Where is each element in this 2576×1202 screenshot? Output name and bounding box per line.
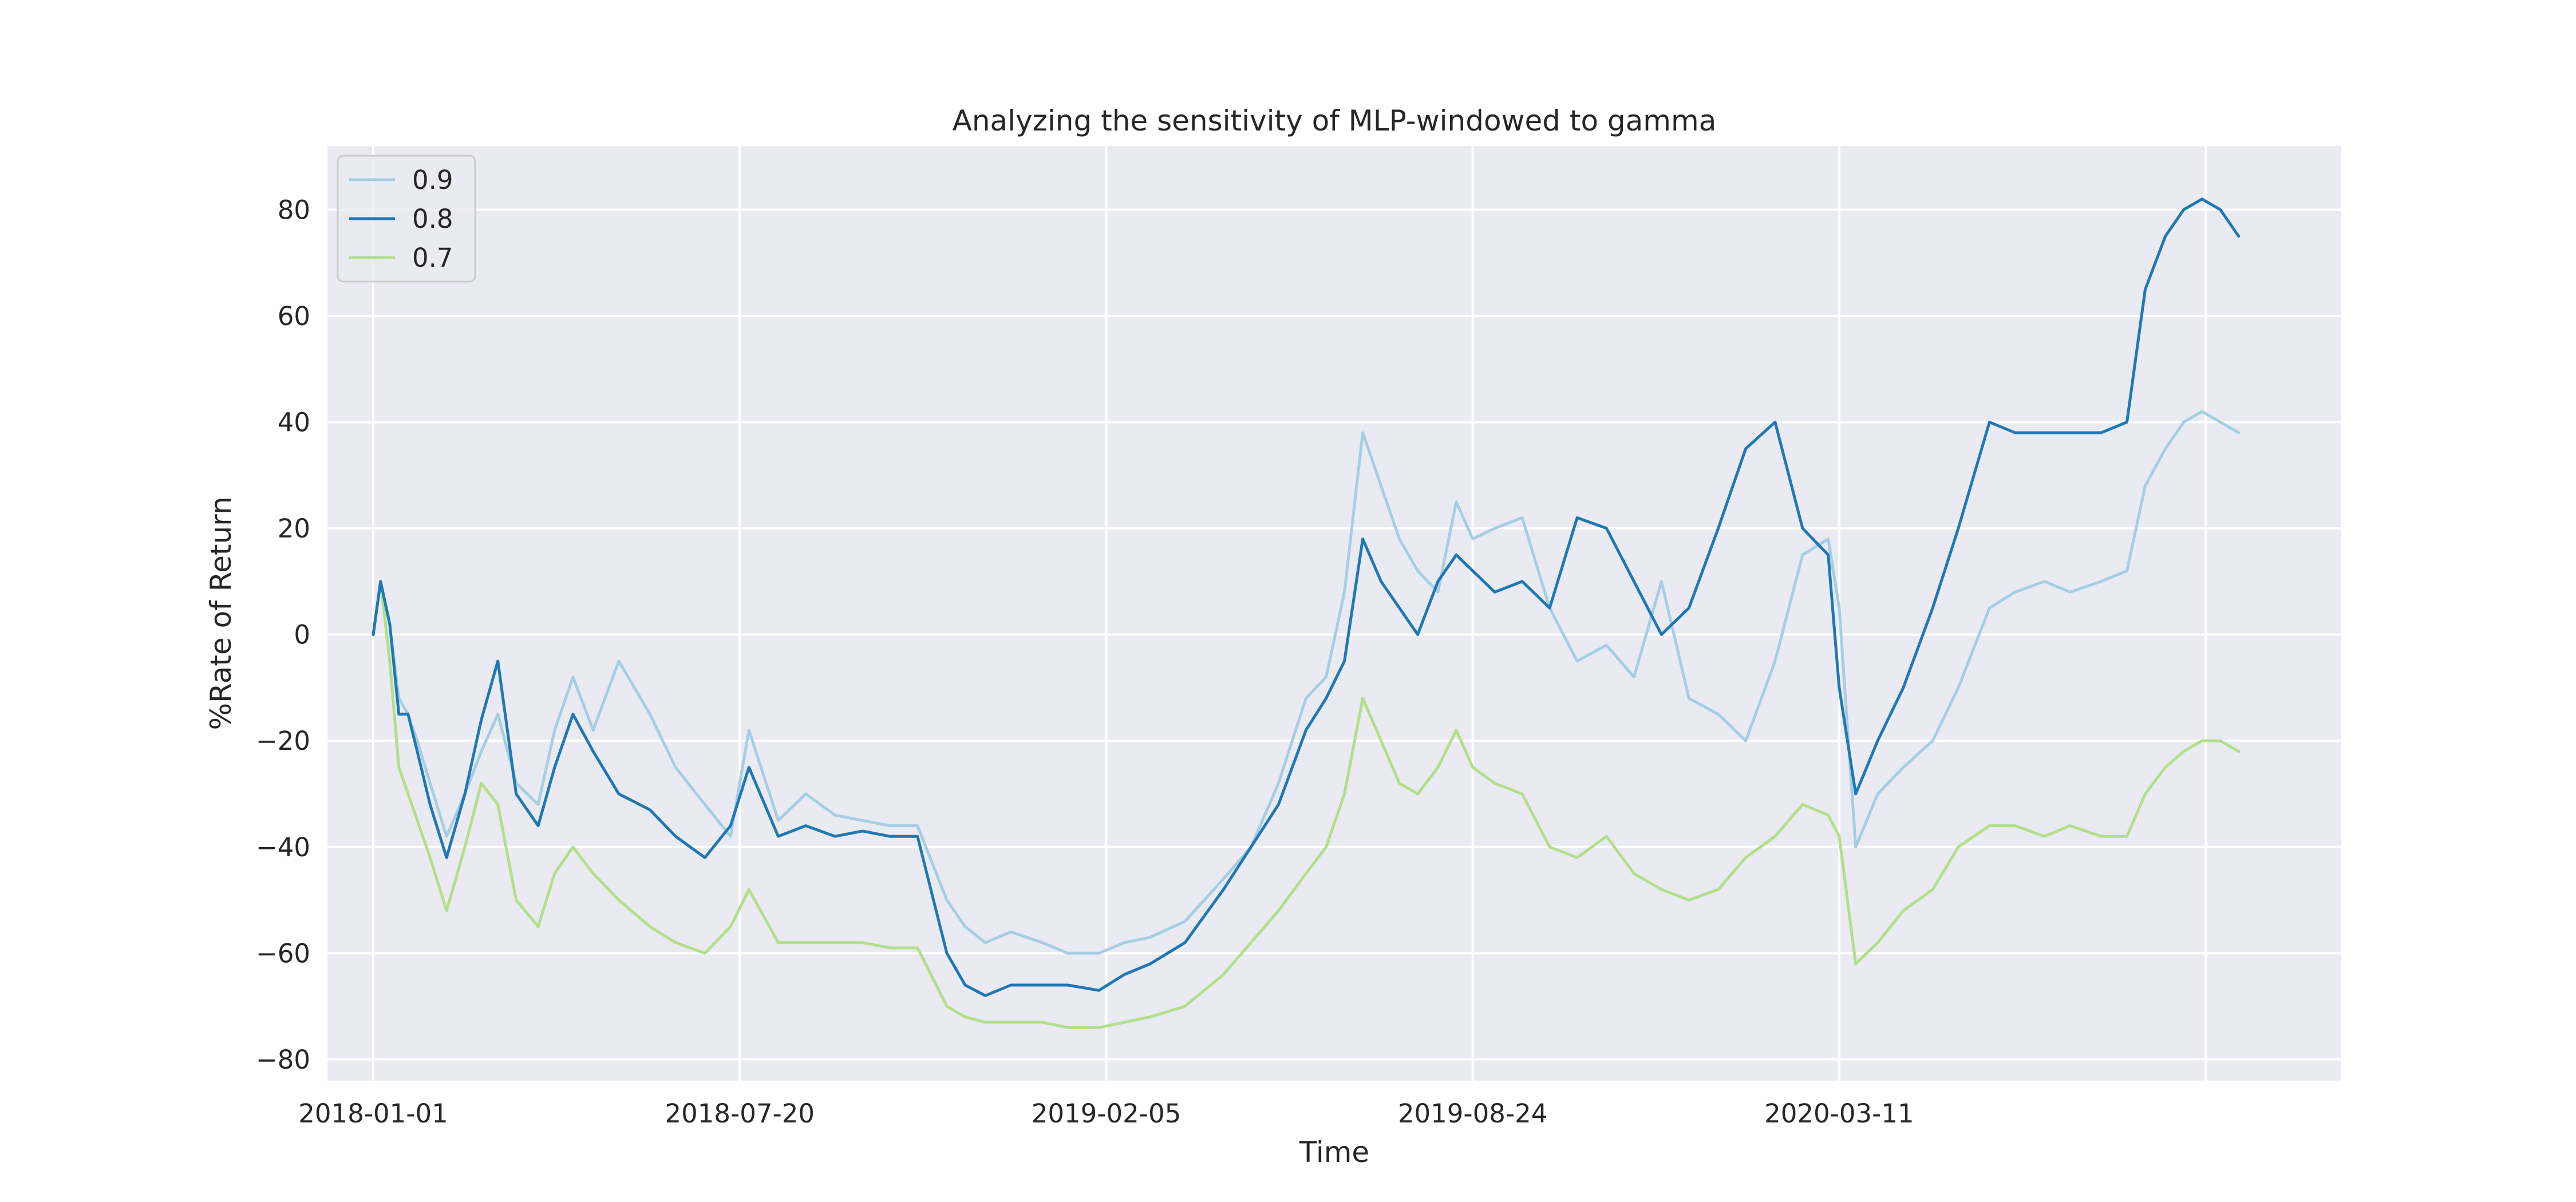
y-axis-label: %Rate of Return [204,496,238,730]
x-tick-label: 2018-07-20 [665,1098,815,1129]
x-tick-label: 2020-03-11 [1764,1098,1914,1129]
y-tick-label: 80 [278,195,310,225]
x-tick-label: 2019-08-24 [1398,1098,1548,1129]
y-tick-label: 40 [278,407,310,437]
legend-box [337,155,476,283]
chart-title: Analyzing the sensitivity of MLP-windowe… [953,104,1717,137]
x-tick-label: 2019-02-05 [1032,1098,1182,1129]
y-tick-label: 20 [278,513,310,544]
series-line-0-9 [372,410,2241,955]
plot-area [327,146,2341,1081]
legend-label: 0.8 [412,204,453,234]
y-tick-label: 60 [278,301,310,331]
y-tick-label: −40 [256,832,310,863]
series-lines [372,197,2241,1029]
legend-label: 0.7 [412,243,453,273]
series-line-0-7 [372,580,2241,1029]
y-tick-label: −60 [256,938,310,968]
x-axis-label: Time [1299,1136,1369,1169]
y-tick-label: 0 [294,620,310,650]
x-tick-label: 2018-01-01 [298,1098,448,1129]
y-axis-ticks: −80 −60 −40 −20 0 20 40 60 80 [256,195,310,1075]
y-tick-label: −80 [256,1045,310,1075]
series-line-0-8 [372,197,2241,997]
x-axis-ticks: 2018-01-01 2018-07-20 2019-02-05 2019-08-24… [298,1098,1914,1129]
y-tick-label: −20 [256,726,310,756]
legend-label: 0.9 [412,165,453,195]
legend: 0.9 0.8 0.7 [337,155,476,283]
